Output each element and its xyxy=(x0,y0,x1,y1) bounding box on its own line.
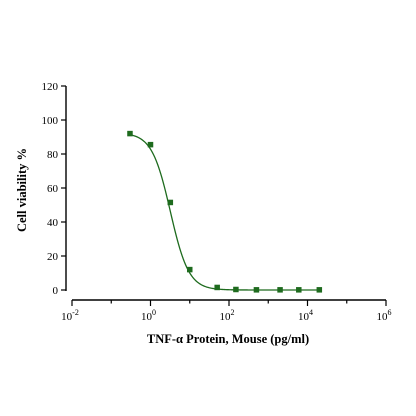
axes: 0 20 40 60 80 100 120 10-2 100 102 104 106 xyxy=(42,81,392,323)
data-point xyxy=(277,287,283,293)
y-tick-label: 100 xyxy=(42,115,59,127)
y-tick-label: 40 xyxy=(47,217,59,229)
y-tick-label: 120 xyxy=(42,81,59,93)
data-point xyxy=(214,284,220,291)
x-tick-label: 106 xyxy=(377,308,392,323)
x-tick-label: 102 xyxy=(220,308,235,323)
data-point xyxy=(316,287,323,293)
y-axis-title: Cell viability % xyxy=(15,148,29,232)
data-point xyxy=(127,130,133,137)
x-tick-label: 104 xyxy=(298,308,313,323)
data-point xyxy=(167,199,174,206)
x-tick-label: 100 xyxy=(141,308,156,323)
y-tick-label: 60 xyxy=(47,183,59,195)
data-point xyxy=(296,287,302,293)
data-point xyxy=(233,286,239,293)
y-tick-label: 0 xyxy=(53,285,59,297)
y-tick-label: 20 xyxy=(47,251,59,263)
data-point xyxy=(187,266,193,273)
x-axis-title: TNF-α Protein, Mouse (pg/ml) xyxy=(147,332,309,346)
fit-curve xyxy=(129,134,320,291)
data-point xyxy=(253,287,260,293)
x-tick-label: 10-2 xyxy=(61,308,79,323)
data-point xyxy=(147,141,154,148)
plot-area xyxy=(127,130,323,293)
y-tick-label: 80 xyxy=(47,149,59,161)
